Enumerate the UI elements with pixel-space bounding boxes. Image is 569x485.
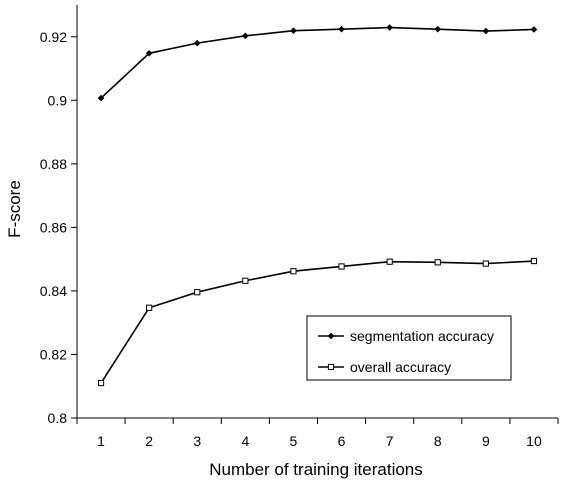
data-point bbox=[194, 289, 201, 296]
x-tick-label: 7 bbox=[386, 433, 394, 449]
series-square bbox=[97, 257, 538, 387]
data-point bbox=[386, 258, 393, 265]
y-tick-label: 0.92 bbox=[40, 29, 67, 45]
y-tick-label: 0.8 bbox=[48, 410, 68, 426]
x-tick-label: 6 bbox=[338, 433, 346, 449]
data-point bbox=[193, 39, 201, 47]
series-line bbox=[100, 260, 534, 384]
y-tick-label: 0.88 bbox=[40, 156, 67, 172]
x-ticks: 1 2 3 4 5 6 7 8 9 10 bbox=[76, 418, 559, 449]
series-diamond bbox=[97, 24, 538, 102]
data-point bbox=[530, 257, 538, 265]
data-point bbox=[242, 32, 249, 40]
data-point bbox=[482, 27, 490, 35]
x-tick-label: 5 bbox=[290, 433, 298, 449]
data-point bbox=[386, 24, 393, 31]
data-point bbox=[290, 268, 297, 275]
y-tick-label: 0.9 bbox=[48, 92, 68, 108]
x-tick-label: 10 bbox=[526, 433, 542, 449]
legend-box bbox=[306, 315, 512, 381]
series-layer bbox=[97, 24, 538, 387]
x-axis-title: Number of training iterations bbox=[209, 460, 423, 479]
data-point bbox=[146, 304, 153, 311]
legend-marker bbox=[327, 332, 335, 340]
data-point bbox=[338, 263, 345, 270]
legend-entries: segmentation accuracy overall accuracy bbox=[318, 328, 494, 375]
x-tick-label: 3 bbox=[193, 433, 201, 449]
x-tick-label: 9 bbox=[482, 433, 490, 449]
x-tick-label: 1 bbox=[97, 433, 105, 449]
data-point bbox=[530, 26, 538, 33]
data-point bbox=[434, 259, 441, 266]
data-point bbox=[97, 94, 105, 102]
data-point bbox=[290, 27, 297, 35]
legend-entry: segmentation accuracy bbox=[318, 328, 494, 344]
data-point bbox=[434, 25, 442, 33]
y-tick-label: 0.82 bbox=[40, 346, 67, 362]
data-point bbox=[338, 25, 345, 33]
data-point bbox=[145, 49, 153, 57]
y-tick-label: 0.84 bbox=[40, 283, 67, 299]
legend-label: overall accuracy bbox=[350, 359, 451, 375]
y-axis-title: F-score bbox=[5, 180, 24, 238]
legend-label: segmentation accuracy bbox=[350, 328, 494, 344]
legend: segmentation accuracy overall accuracy bbox=[306, 315, 512, 381]
legend-marker bbox=[327, 363, 335, 371]
data-point bbox=[97, 379, 105, 387]
data-point bbox=[242, 277, 249, 284]
x-tick-label: 2 bbox=[145, 433, 153, 449]
series-line bbox=[100, 26, 534, 99]
x-tick-label: 8 bbox=[434, 433, 442, 449]
legend-entry: overall accuracy bbox=[318, 359, 451, 375]
data-point bbox=[482, 260, 489, 267]
y-ticks: 0.8 0.82 0.84 0.86 0.88 0.9 0.92 bbox=[40, 29, 77, 426]
x-tick-label: 4 bbox=[241, 433, 249, 449]
y-tick-label: 0.86 bbox=[40, 219, 67, 235]
